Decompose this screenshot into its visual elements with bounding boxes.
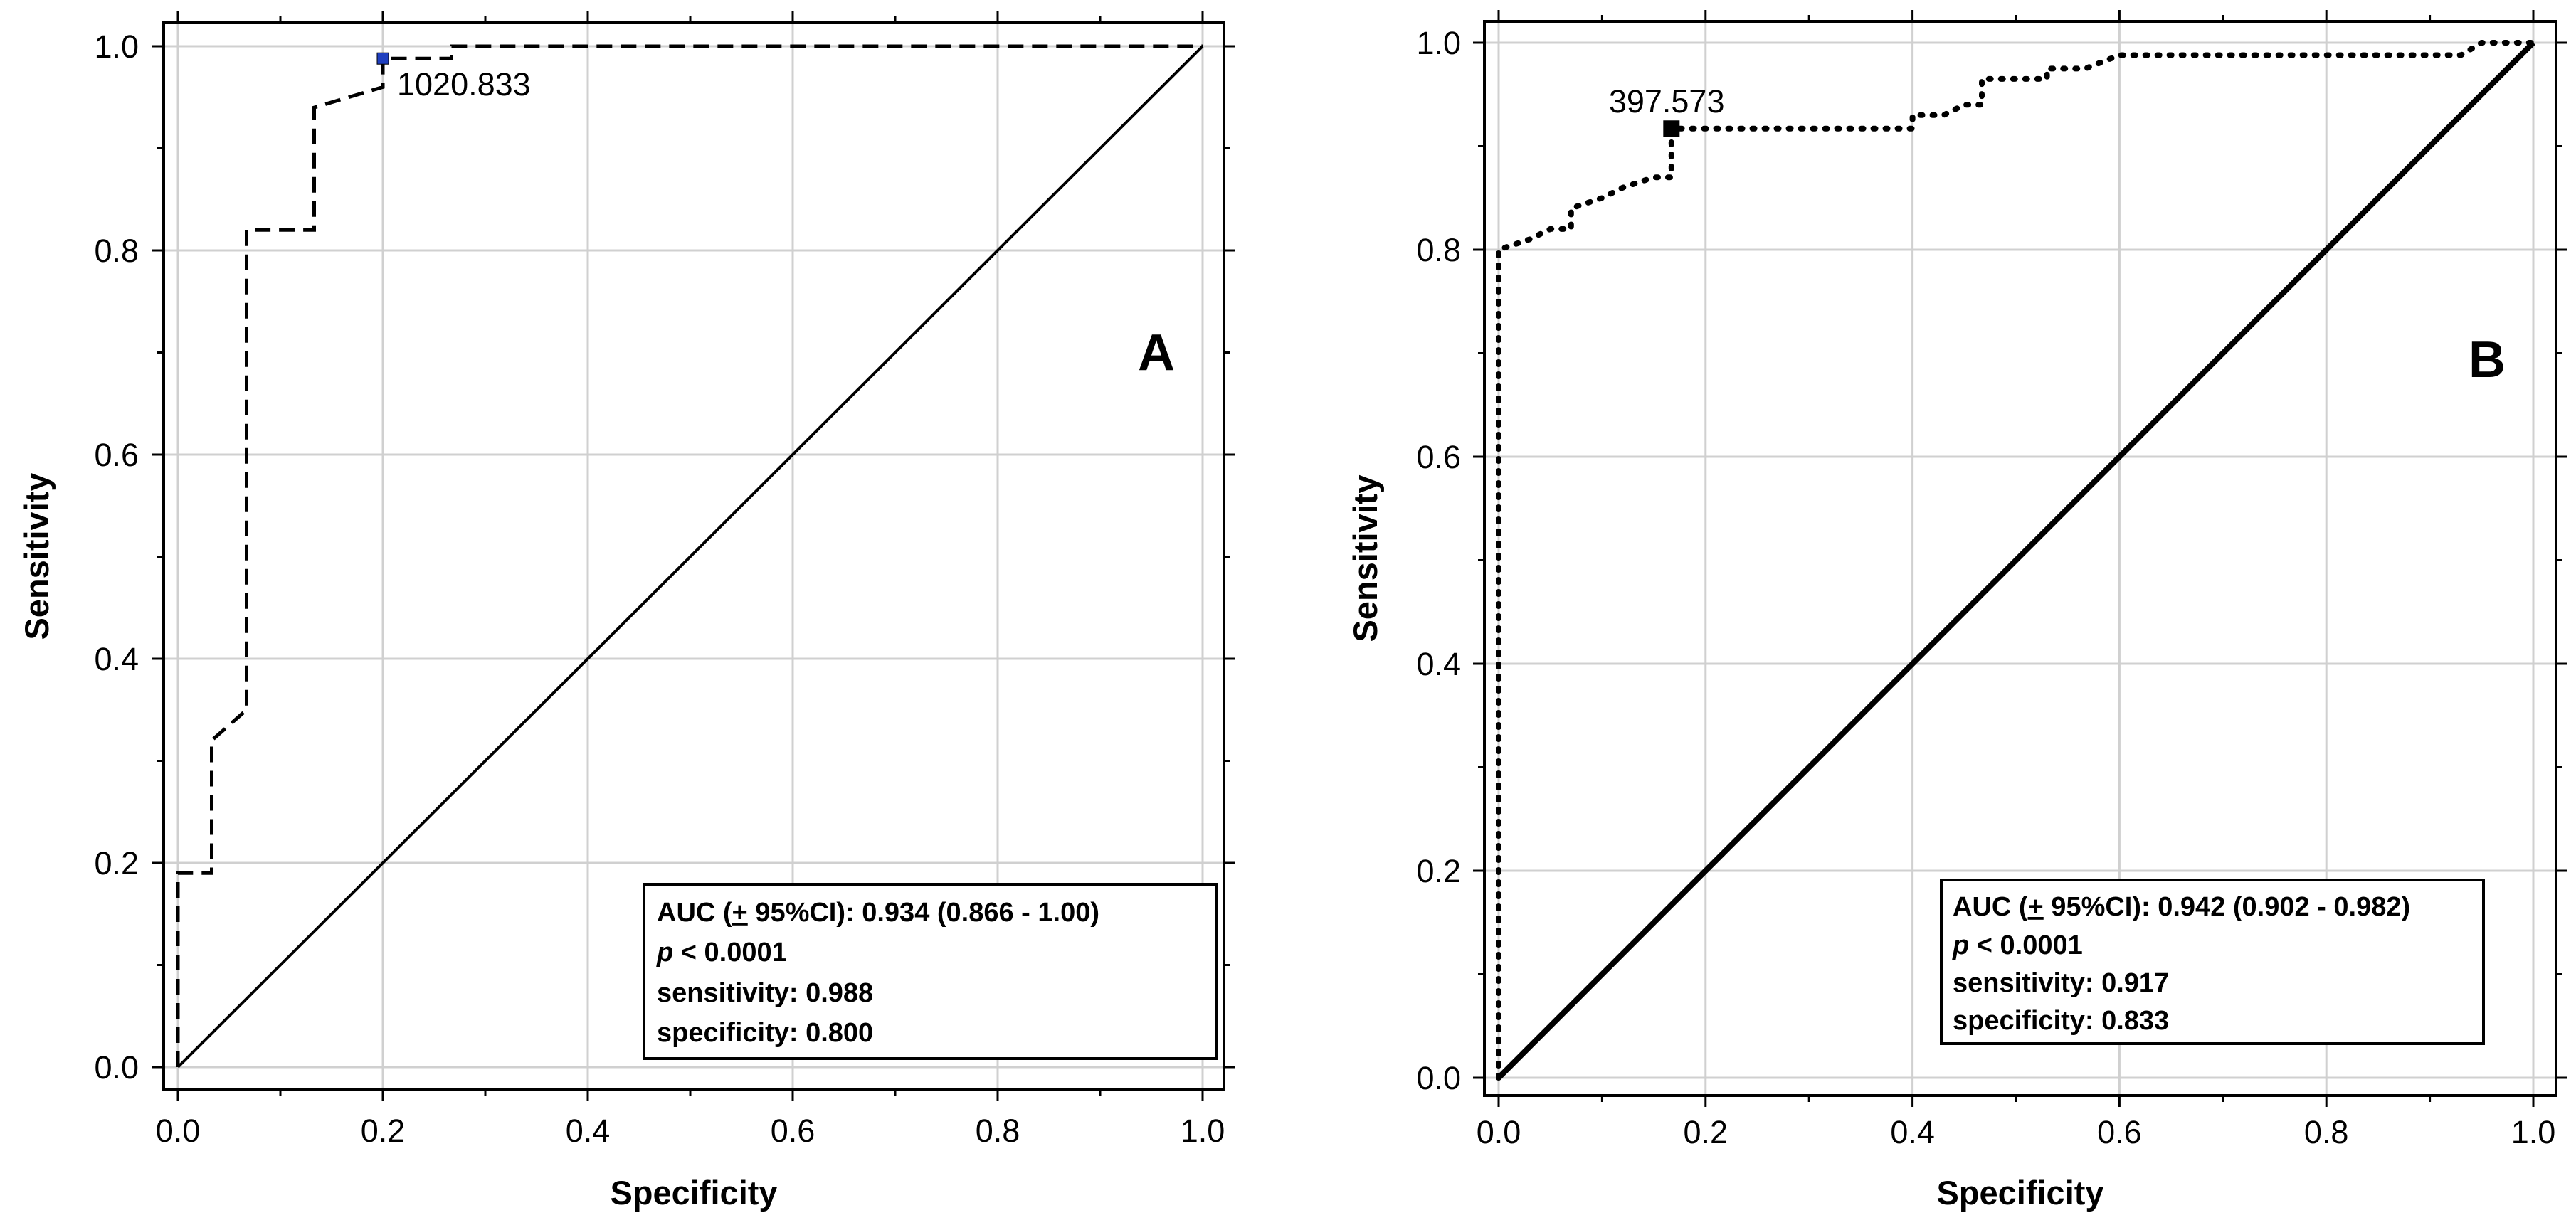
y-tick-label: 0.2 (1416, 853, 1461, 889)
y-axis-title: Sensitivity (18, 472, 56, 640)
x-tick-label: 1.0 (1181, 1113, 1225, 1149)
y-axis-title: Sensitivity (1346, 474, 1384, 642)
x-tick-label: 1.0 (2511, 1114, 2556, 1150)
roc-panel-b: 0.0 0.2 0.4 0.6 0.8 1.0 0.0 0.2 0.4 0.6 0.8 1.0 Spec… (1346, 10, 2567, 1212)
auc-value: 95%CI): 0.934 (0.866 - 1.00) (748, 898, 1099, 928)
y-tick-label: 0.8 (1416, 232, 1461, 268)
auc-prefix: AUC ( (1953, 892, 2028, 922)
y-tick-label: 0.4 (94, 641, 139, 677)
x-tick-label: 0.6 (771, 1113, 815, 1149)
y-tick-label: 0.6 (1416, 439, 1461, 475)
auc-plus-minus: + (2028, 892, 2044, 922)
cutoff-point-marker (376, 52, 389, 65)
y-tick-label: 0.0 (94, 1049, 139, 1086)
y-tick-label: 0.0 (1416, 1060, 1461, 1096)
auc-plus-minus: + (732, 898, 748, 928)
y-tick-label: 0.8 (94, 233, 139, 269)
cutoff-point-marker (1663, 120, 1680, 137)
reference-diagonal-line (176, 45, 1204, 1069)
y-tick-label: 1.0 (1416, 25, 1461, 61)
roc-curve-line (176, 44, 1203, 1067)
x-tick-label: 0.2 (1684, 1114, 1728, 1150)
p-value-line: p < 0.0001 (656, 938, 787, 967)
reference-diagonal-line (1496, 41, 2535, 1080)
panel-letter: B (2469, 332, 2506, 388)
y-tick-label: 0.2 (94, 845, 139, 881)
y-tick-label: 1.0 (94, 28, 139, 65)
specificity-line: specificity: 0.833 (1953, 1006, 2169, 1036)
auc-line: AUC (+ 95%CI): 0.942 (0.902 - 0.982) (1953, 892, 2410, 922)
x-axis-title: Specificity (610, 1174, 777, 1212)
y-tick-label: 0.4 (1416, 646, 1461, 682)
cutoff-value-label: 397.573 (1609, 83, 1725, 120)
sensitivity-line: sensitivity: 0.917 (1953, 968, 2169, 998)
x-tick-label: 0.4 (1890, 1114, 1935, 1150)
x-tick-label: 0.4 (566, 1113, 611, 1149)
stats-box (1940, 879, 2485, 1045)
x-tick-label: 0.0 (1477, 1114, 1521, 1150)
sensitivity-line: sensitivity: 0.988 (657, 978, 873, 1008)
x-tick-label: 0.8 (976, 1113, 1020, 1149)
x-tick-label: 0.8 (2304, 1114, 2349, 1150)
p-value: < 0.0001 (673, 938, 787, 967)
auc-line: AUC (+ 95%CI): 0.934 (0.866 - 1.00) (657, 898, 1099, 928)
x-axis-title: Specificity (1936, 1174, 2103, 1212)
x-tick-label: 0.2 (361, 1113, 406, 1149)
y-tick-label: 0.6 (94, 437, 139, 473)
p-symbol: p (1952, 931, 1969, 960)
panel-letter: A (1138, 324, 1175, 381)
roc-panel-a: 0.0 0.2 0.4 0.6 0.8 1.0 0.0 0.2 0.4 0.6 0.8 1.0 Spec… (18, 11, 1235, 1212)
p-symbol: p (656, 938, 673, 967)
p-value: < 0.0001 (1969, 931, 2083, 960)
stats-box (643, 883, 1218, 1060)
auc-prefix: AUC ( (657, 898, 732, 928)
cutoff-value-label: 1020.833 (397, 66, 531, 102)
specificity-line: specificity: 0.800 (657, 1018, 873, 1048)
x-tick-label: 0.0 (156, 1113, 201, 1149)
plot-frame (1483, 20, 2557, 1097)
p-value-line: p < 0.0001 (1952, 931, 2083, 960)
auc-value: 95%CI): 0.942 (0.902 - 0.982) (2044, 892, 2410, 922)
x-tick-label: 0.6 (2097, 1114, 2142, 1150)
roc-curve-line (1496, 40, 2536, 1081)
